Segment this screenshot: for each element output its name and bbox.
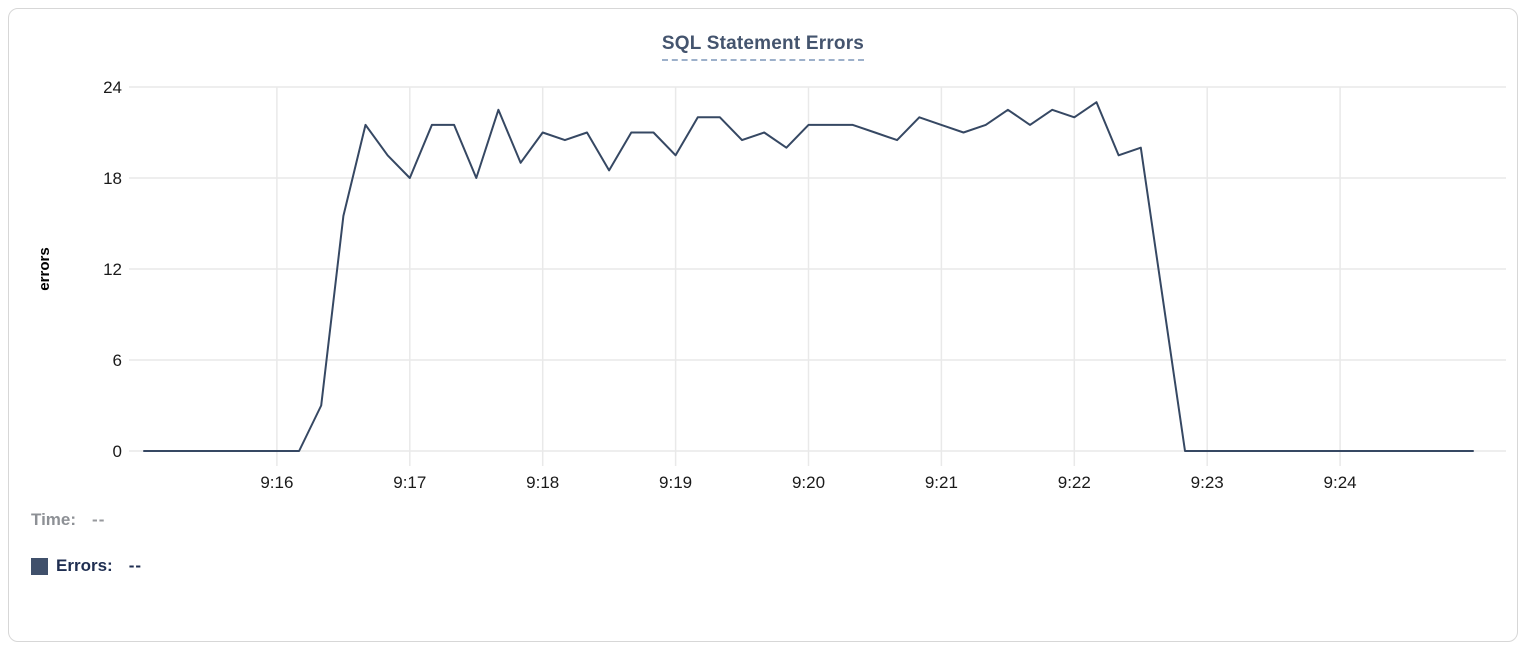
errors-series-line: [143, 101, 1474, 452]
chart-card: SQL Statement Errors 0 6 12 18 24 9:16 9:17 9:1…: [8, 8, 1518, 642]
svg-text:9:23: 9:23: [1191, 473, 1224, 492]
svg-text:9:17: 9:17: [393, 473, 426, 492]
errors-value: --: [128, 556, 143, 575]
errors-series-swatch: [31, 557, 48, 575]
chart-title[interactable]: SQL Statement Errors: [661, 33, 865, 61]
svg-text:9:16: 9:16: [260, 473, 293, 492]
svg-text:9:19: 9:19: [659, 473, 692, 492]
svg-text:0: 0: [113, 442, 122, 461]
time-label: Time:: [31, 510, 77, 529]
svg-text:9:18: 9:18: [526, 473, 559, 492]
errors-label: Errors:: [56, 556, 113, 575]
svg-text:18: 18: [103, 169, 122, 188]
chart-header: SQL Statement Errors: [9, 33, 1517, 61]
svg-text:9:22: 9:22: [1058, 473, 1091, 492]
time-value: --: [92, 510, 106, 529]
svg-text:6: 6: [113, 351, 122, 370]
line-chart[interactable]: 0 6 12 18 24 9:16 9:17 9:18 9:19 9:20 9:21 9:22 9:23…: [9, 61, 1528, 501]
svg-text:12: 12: [103, 260, 122, 279]
legend-time-row: Time: --: [31, 509, 142, 531]
y-axis-title: errors: [36, 247, 53, 290]
svg-text:9:21: 9:21: [925, 473, 958, 492]
chart-legend: Time: -- Errors: --: [31, 509, 142, 601]
svg-text:9:24: 9:24: [1324, 473, 1357, 492]
svg-text:9:20: 9:20: [792, 473, 825, 492]
svg-text:24: 24: [103, 78, 122, 97]
legend-errors-row[interactable]: Errors: --: [31, 555, 142, 577]
